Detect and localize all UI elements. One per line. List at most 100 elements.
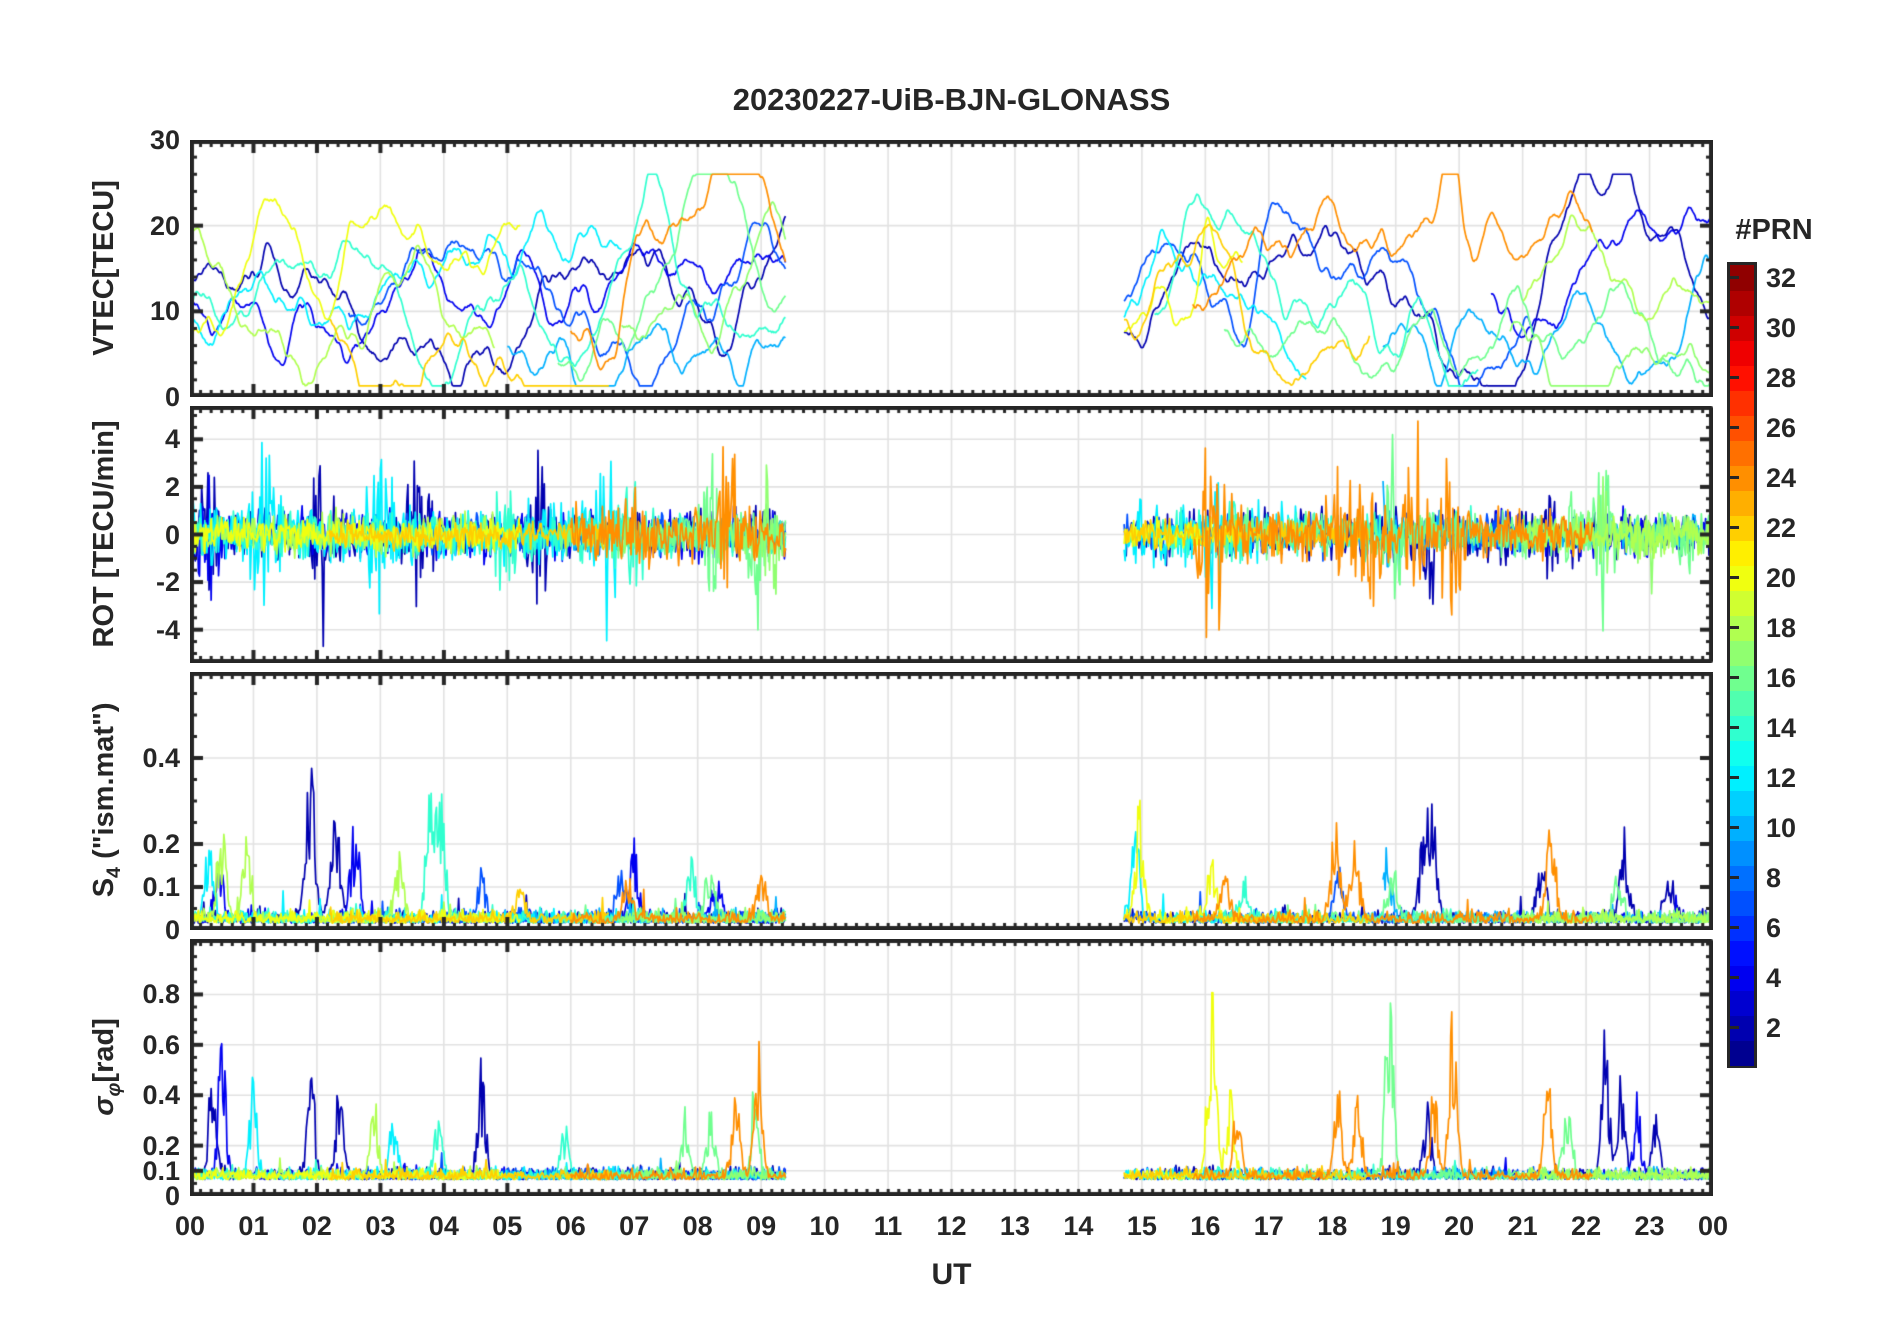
colorbar-block bbox=[1730, 990, 1754, 1016]
y-tick-label: 4 bbox=[164, 424, 180, 455]
colorbar-tick-label: 8 bbox=[1766, 862, 1782, 893]
x-tick-label: 17 bbox=[1253, 1211, 1284, 1241]
y-tick-label: 0.4 bbox=[142, 743, 180, 773]
x-tick-label: 19 bbox=[1380, 1211, 1411, 1241]
y-tick-label: -4 bbox=[155, 614, 180, 645]
y-tick-label: 20 bbox=[149, 210, 180, 241]
colorbar-block bbox=[1730, 840, 1754, 866]
colorbar-tick-label: 16 bbox=[1766, 662, 1797, 693]
x-tick-label: 11 bbox=[873, 1211, 903, 1241]
y-tick-label: 0.1 bbox=[142, 1155, 180, 1186]
colorbar-tick bbox=[1730, 326, 1739, 329]
y-tick-label: 30 bbox=[149, 125, 180, 155]
vtec-panel-plot bbox=[190, 140, 1713, 397]
y-tick-label: 0.4 bbox=[142, 1080, 180, 1111]
colorbar-tick bbox=[1730, 376, 1739, 379]
y-tick-label: -2 bbox=[155, 567, 180, 598]
colorbar-tick-label: 24 bbox=[1766, 462, 1797, 493]
colorbar-tick bbox=[1730, 926, 1739, 929]
colorbar-block bbox=[1730, 1040, 1754, 1066]
colorbar-block bbox=[1730, 640, 1754, 666]
colorbar-block bbox=[1730, 540, 1754, 566]
colorbar-tick-label: 20 bbox=[1766, 562, 1797, 593]
x-tick-label: 18 bbox=[1317, 1211, 1348, 1241]
colorbar-tick-label: 22 bbox=[1766, 512, 1797, 543]
colorbar-tick bbox=[1730, 476, 1739, 479]
x-tick-label: 20 bbox=[1444, 1211, 1475, 1241]
sigma-phi-panel-plot bbox=[190, 939, 1713, 1196]
x-tick-label: 22 bbox=[1571, 1211, 1602, 1241]
colorbar-tick-label: 26 bbox=[1766, 412, 1797, 443]
s4-panel-plot bbox=[190, 672, 1713, 930]
x-tick-label: 03 bbox=[365, 1211, 396, 1241]
x-tick-label: 21 bbox=[1507, 1211, 1538, 1241]
colorbar-block bbox=[1730, 790, 1754, 816]
colorbar-tick-label: 28 bbox=[1766, 362, 1797, 393]
colorbar-block bbox=[1730, 940, 1754, 966]
colorbar-block bbox=[1730, 340, 1754, 366]
colorbar-tick bbox=[1730, 776, 1739, 779]
colorbar-title: #PRN bbox=[1735, 214, 1813, 246]
x-tick-label: 13 bbox=[999, 1211, 1030, 1241]
x-tick-label: 02 bbox=[301, 1211, 332, 1241]
colorbar-block bbox=[1730, 740, 1754, 766]
x-axis-label: UT bbox=[931, 1258, 972, 1291]
x-tick-label: 10 bbox=[809, 1211, 840, 1241]
x-tick-label: 16 bbox=[1190, 1211, 1221, 1241]
colorbar-tick bbox=[1730, 626, 1739, 629]
colorbar-tick-label: 30 bbox=[1766, 312, 1797, 343]
colorbar-tick bbox=[1730, 426, 1739, 429]
colorbar-block bbox=[1730, 690, 1754, 716]
y-tick-label: 0.2 bbox=[142, 829, 180, 859]
colorbar-block bbox=[1730, 490, 1754, 516]
colorbar-tick-label: 32 bbox=[1766, 262, 1797, 293]
colorbar-tick bbox=[1730, 726, 1739, 729]
x-tick-label: 07 bbox=[619, 1211, 650, 1241]
x-tick-label: 15 bbox=[1126, 1211, 1157, 1241]
x-tick-label: 04 bbox=[428, 1211, 459, 1241]
y-tick-label: 0 bbox=[164, 382, 180, 412]
colorbar-tick-label: 10 bbox=[1766, 812, 1797, 843]
colorbar-block bbox=[1730, 590, 1754, 616]
colorbar-tick bbox=[1730, 826, 1739, 829]
x-tick-label: 00 bbox=[1697, 1211, 1729, 1241]
y-tick-label: 0.8 bbox=[142, 979, 180, 1010]
colorbar-tick-label: 2 bbox=[1766, 1012, 1782, 1043]
prn-colorbar bbox=[1727, 262, 1757, 1068]
colorbar-tick bbox=[1730, 876, 1739, 879]
y-tick-label: 0 bbox=[164, 519, 180, 550]
x-tick-label: 08 bbox=[682, 1211, 713, 1241]
x-tick-label: 14 bbox=[1063, 1211, 1094, 1241]
colorbar-tick-label: 6 bbox=[1766, 912, 1782, 943]
colorbar-tick-label: 14 bbox=[1766, 712, 1797, 743]
y-tick-label: 10 bbox=[149, 296, 180, 327]
colorbar-tick-label: 12 bbox=[1766, 762, 1797, 793]
y-tick-label: 2 bbox=[164, 471, 180, 502]
rot-panel-plot bbox=[190, 406, 1713, 663]
y-tick-label: 0.6 bbox=[142, 1029, 180, 1060]
figure-title: 20230227-UiB-BJN-GLONASS bbox=[732, 82, 1171, 117]
x-tick-label: 09 bbox=[746, 1211, 777, 1241]
colorbar-block bbox=[1730, 390, 1754, 416]
y-tick-label: 0.1 bbox=[142, 872, 180, 902]
x-tick-label: 12 bbox=[936, 1211, 967, 1241]
x-tick-label: 01 bbox=[238, 1211, 269, 1241]
y-tick-label: 0 bbox=[164, 915, 180, 945]
colorbar-tick bbox=[1730, 276, 1739, 279]
x-tick-label: 05 bbox=[492, 1211, 523, 1241]
colorbar-tick bbox=[1730, 526, 1739, 529]
colorbar-tick-label: 18 bbox=[1766, 612, 1797, 643]
colorbar-block bbox=[1730, 290, 1754, 316]
colorbar-block bbox=[1730, 440, 1754, 466]
colorbar-tick bbox=[1730, 1026, 1739, 1029]
colorbar-tick-label: 4 bbox=[1766, 962, 1782, 993]
colorbar-block bbox=[1730, 890, 1754, 916]
colorbar-tick bbox=[1730, 976, 1739, 979]
x-tick-label: 00 bbox=[174, 1211, 206, 1241]
colorbar-tick bbox=[1730, 676, 1739, 679]
y-tick-label: 0.2 bbox=[142, 1130, 180, 1161]
y-tick-label: 0 bbox=[164, 1181, 180, 1211]
x-tick-label: 23 bbox=[1634, 1211, 1665, 1241]
x-tick-label: 06 bbox=[555, 1211, 586, 1241]
